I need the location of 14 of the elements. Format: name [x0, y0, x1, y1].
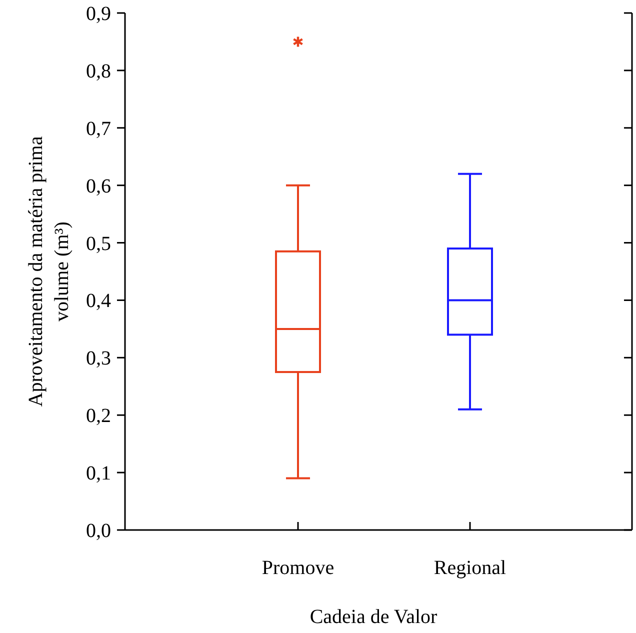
y-tick-label: 0,2 — [86, 405, 111, 428]
y-tick-label: 0,7 — [86, 118, 111, 140]
y-tick-label: 0,4 — [86, 290, 111, 312]
x-axis-title: Cadeia de Valor — [310, 606, 438, 628]
x-tick-label: Regional — [434, 557, 507, 579]
y-tick-label: 0,1 — [86, 462, 111, 485]
y-tick-label: 0,3 — [86, 348, 111, 370]
x-tick-label: Promove — [262, 557, 334, 579]
y-tick-label: 0,8 — [86, 60, 111, 82]
y-tick-label: 0,9 — [86, 3, 111, 25]
y-tick-label: 0,6 — [86, 175, 111, 198]
y-tick-label: 0,5 — [86, 232, 111, 255]
y-axis-title: Aproveitamento da matéria prima volume (m³) — [25, 136, 73, 407]
y-tick-label: 0,0 — [86, 520, 111, 542]
